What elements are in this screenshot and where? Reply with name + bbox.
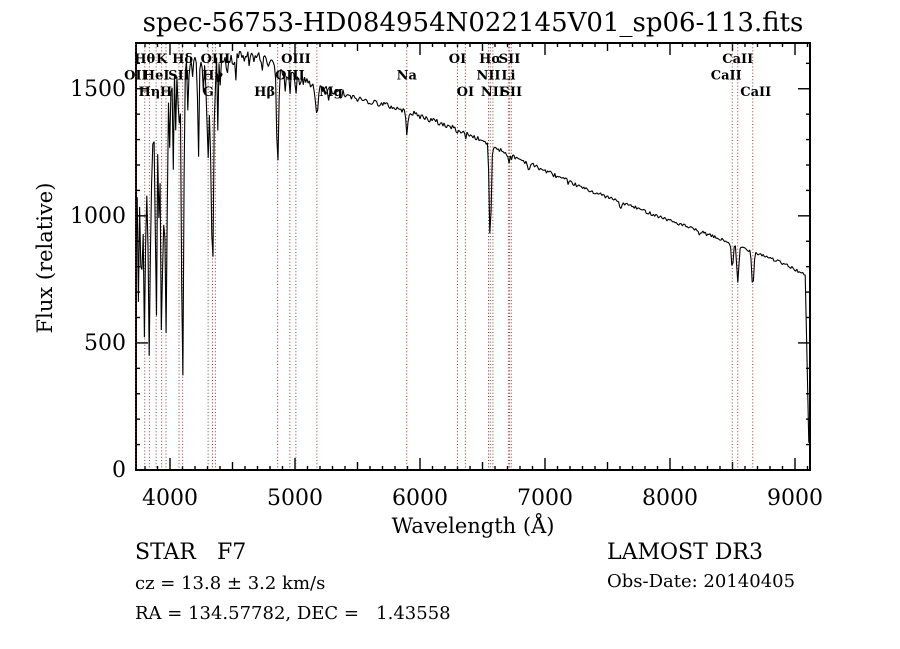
footer-obs-date: Obs-Date: 20140405 (607, 571, 796, 592)
line-label-CaII: CaII (711, 69, 742, 84)
axis-text-group: Wavelength (Å) Flux (relative) (33, 183, 554, 538)
y-tick-label: 1500 (70, 77, 126, 102)
line-label-OIII: OIII (201, 52, 231, 67)
line-label-CaII: CaII (722, 52, 753, 67)
line-label-OI: OI (457, 85, 474, 100)
x-tick-label: 5000 (267, 486, 323, 511)
axis-ticks: 4000 5000 6000 7000 8000 9000 0 500 1000 1500 (70, 43, 823, 511)
y-tick-label: 1000 (70, 204, 126, 229)
spectrum-line (135, 50, 810, 443)
line-label-G: G (203, 85, 214, 100)
line-label-NII: NII (476, 69, 500, 84)
line-label-OIII: OIII (281, 52, 311, 67)
x-tick-label: 8000 (642, 486, 698, 511)
x-tick-label: 7000 (517, 486, 573, 511)
x-tick-label: 4000 (142, 486, 198, 511)
y-tick-label: 500 (84, 331, 126, 356)
line-label-Hδ: Hδ (172, 52, 193, 67)
line-label-SII: SII (500, 85, 522, 100)
footer-ra-dec: RA = 134.57782, DEC = 1.43558 (135, 603, 451, 624)
y-axis-label: Flux (relative) (33, 183, 57, 334)
x-tick-label: 9000 (767, 486, 823, 511)
axes-frame (135, 42, 811, 471)
line-label-Hγ: Hγ (202, 69, 223, 84)
line-label-Hη: Hη (139, 85, 161, 100)
line-label-OIII: OIII (275, 69, 305, 84)
line-label-Na: Na (397, 69, 418, 84)
footer-survey: LAMOST DR3 (607, 540, 763, 565)
line-label-HeI: HeI (143, 69, 170, 84)
line-marker-group (135, 44, 754, 469)
line-label-Li: Li (501, 69, 515, 84)
line-label-NII: NII (481, 85, 505, 100)
plot-title: spec-56753-HD084954N022145V01_sp06-113.f… (142, 8, 804, 38)
line-label-OII: OII (124, 69, 148, 84)
footer-class-type: STAR F7 (135, 540, 247, 565)
x-tick-label: 6000 (392, 486, 448, 511)
line-label-CaII: CaII (740, 85, 771, 100)
line-label-K: K (156, 52, 168, 67)
line-label-Hβ: Hβ (254, 85, 275, 100)
footer-cz-value: cz = 13.8 ± 3.2 km/s (135, 573, 326, 594)
x-axis-label: Wavelength (Å) (392, 513, 555, 538)
line-label-OI: OI (449, 52, 466, 67)
line-label-group: OIIHθHηHeIKHSIIHδGHγOIIIHβOIIIOIIIMgNaOI… (124, 52, 771, 100)
line-label-SII: SII (168, 69, 190, 84)
line-label-Mg: Mg (319, 85, 342, 100)
line-label-Hθ: Hθ (134, 52, 155, 67)
line-label-Hα: Hα (479, 52, 501, 67)
y-tick-label: 0 (112, 458, 126, 483)
line-label-H: H (160, 85, 172, 100)
line-label-SII: SII (499, 52, 521, 67)
plot-frame (135, 42, 811, 471)
spectrum-curve (135, 50, 810, 443)
